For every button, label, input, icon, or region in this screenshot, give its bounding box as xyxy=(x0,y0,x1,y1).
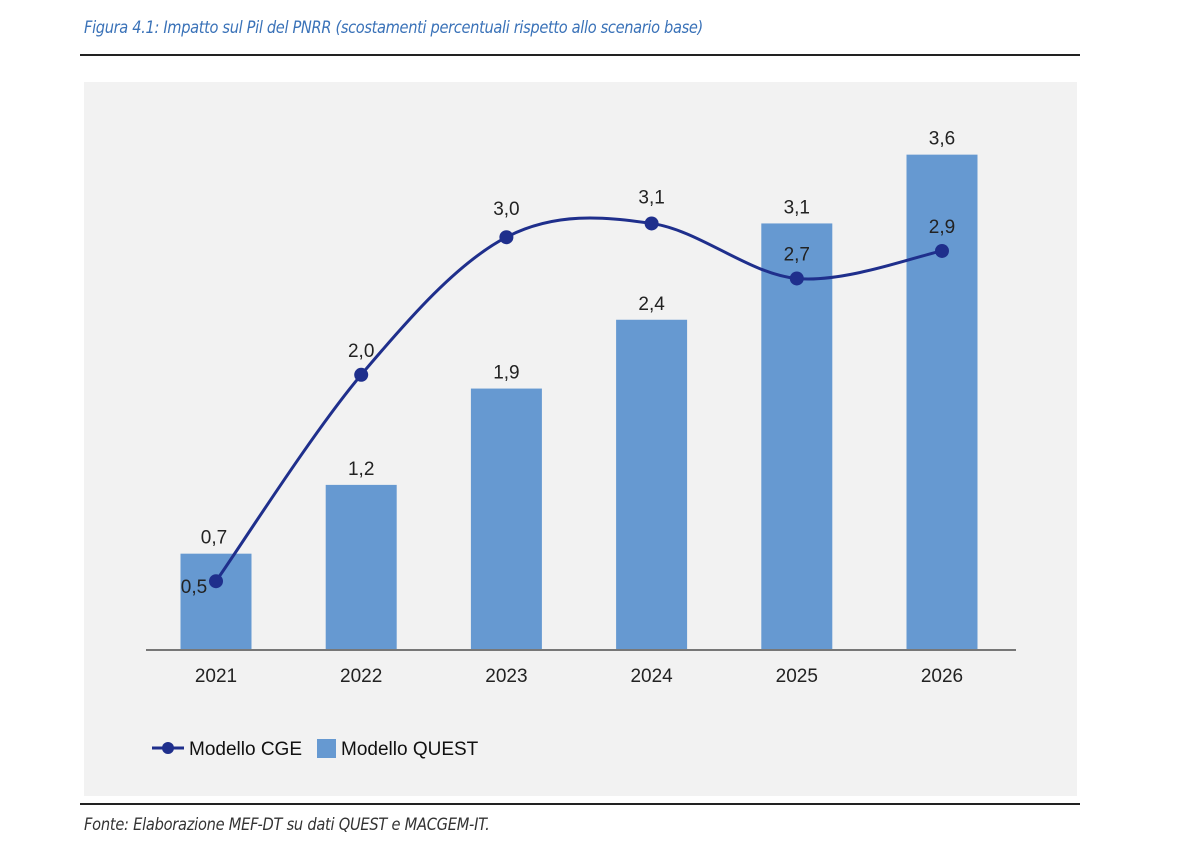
bottom-rule xyxy=(80,803,1080,805)
figure-title: Figura 4.1: Impatto sul Pil del PNRR (sc… xyxy=(84,18,703,38)
legend: Modello CGE Modello QUEST xyxy=(152,739,479,760)
line-cge xyxy=(214,216,943,583)
x-tick-2021: 2021 xyxy=(195,666,237,687)
point-cge-2021 xyxy=(209,574,223,589)
point-cge-2023 xyxy=(499,230,514,245)
x-tick-2022: 2022 xyxy=(340,666,382,687)
x-tick-2026: 2026 xyxy=(921,666,963,687)
legend-marker-cge xyxy=(162,742,174,754)
bar-quest-2023 xyxy=(470,388,542,650)
x-tick-2024: 2024 xyxy=(630,666,673,687)
label-quest-2023: 1,9 xyxy=(493,363,519,384)
point-cge-2026 xyxy=(935,243,949,258)
bar-quest-2024 xyxy=(616,319,688,650)
labels-layer: 0,7 1,2 1,9 2,4 3,1 3,6 0,5 2,0 3,0 3,1 2,7 2,9 xyxy=(181,129,955,599)
label-cge-2021: 0,5 xyxy=(181,577,207,598)
x-tick-2025: 2025 xyxy=(776,666,818,687)
bar-quest-2025 xyxy=(761,223,833,650)
label-cge-2026: 2,9 xyxy=(929,217,955,238)
top-rule xyxy=(80,54,1080,56)
label-cge-2024: 3,1 xyxy=(638,187,664,208)
bar-quest-2021 xyxy=(180,553,252,650)
label-cge-2022: 2,0 xyxy=(348,341,374,362)
label-quest-2022: 1,2 xyxy=(348,459,374,480)
line-layer xyxy=(209,216,949,589)
legend-label-quest: Modello QUEST xyxy=(341,739,479,760)
point-cge-2024 xyxy=(644,216,659,231)
label-cge-2023: 3,0 xyxy=(493,199,519,220)
x-tick-2023: 2023 xyxy=(485,666,527,687)
bar-quest-2026 xyxy=(906,154,978,650)
label-quest-2021: 0,7 xyxy=(201,528,227,549)
ticks-layer: 2021 2022 2023 2024 2025 2026 xyxy=(195,666,963,687)
label-quest-2024: 2,4 xyxy=(638,294,665,315)
legend-swatch-quest xyxy=(317,739,336,758)
source-note: Fonte: Elaborazione MEF-DT su dati QUEST… xyxy=(84,815,490,835)
point-cge-2022 xyxy=(354,367,369,382)
label-quest-2026: 3,6 xyxy=(929,129,955,150)
label-cge-2025: 2,7 xyxy=(784,244,810,265)
bar-quest-2022 xyxy=(325,484,397,650)
bars-layer xyxy=(180,154,978,650)
legend-label-cge: Modello CGE xyxy=(189,739,302,760)
label-quest-2025: 3,1 xyxy=(784,197,810,218)
point-cge-2025 xyxy=(789,271,804,286)
